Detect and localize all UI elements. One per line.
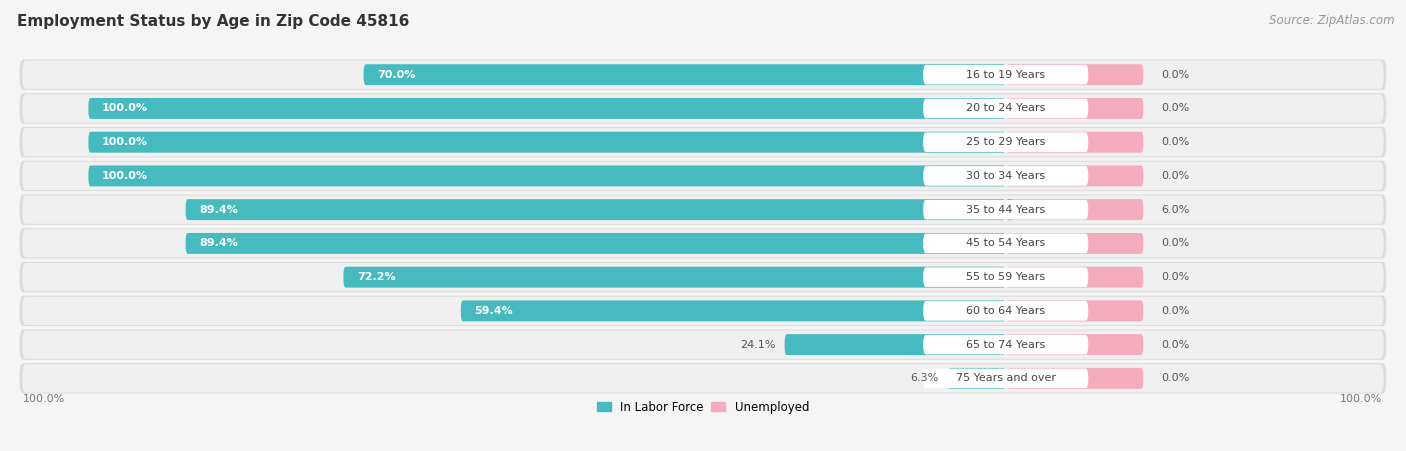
Text: 0.0%: 0.0% (1161, 340, 1189, 350)
Text: 75 Years and over: 75 Years and over (956, 373, 1056, 383)
Text: 100.0%: 100.0% (103, 103, 148, 114)
Text: 0.0%: 0.0% (1161, 103, 1189, 114)
Text: 70.0%: 70.0% (377, 70, 416, 80)
FancyBboxPatch shape (364, 64, 1005, 85)
FancyBboxPatch shape (924, 335, 1088, 354)
Legend: In Labor Force, Unemployed: In Labor Force, Unemployed (598, 400, 808, 414)
FancyBboxPatch shape (20, 296, 1386, 326)
Text: 0.0%: 0.0% (1161, 70, 1189, 80)
Text: 0.0%: 0.0% (1161, 137, 1189, 147)
FancyBboxPatch shape (20, 363, 1386, 394)
FancyBboxPatch shape (22, 364, 1384, 392)
FancyBboxPatch shape (22, 263, 1384, 291)
Text: 30 to 34 Years: 30 to 34 Years (966, 171, 1045, 181)
Text: 55 to 59 Years: 55 to 59 Years (966, 272, 1045, 282)
Text: 25 to 29 Years: 25 to 29 Years (966, 137, 1046, 147)
FancyBboxPatch shape (20, 127, 1386, 157)
FancyBboxPatch shape (1005, 132, 1143, 152)
FancyBboxPatch shape (20, 60, 1386, 90)
FancyBboxPatch shape (924, 267, 1088, 287)
FancyBboxPatch shape (20, 93, 1386, 124)
Text: 20 to 24 Years: 20 to 24 Years (966, 103, 1046, 114)
FancyBboxPatch shape (1005, 199, 1014, 220)
FancyBboxPatch shape (461, 300, 1005, 322)
FancyBboxPatch shape (1005, 64, 1143, 85)
FancyBboxPatch shape (22, 229, 1384, 258)
FancyBboxPatch shape (1005, 166, 1143, 186)
FancyBboxPatch shape (924, 234, 1088, 253)
Text: 100.0%: 100.0% (1340, 394, 1382, 404)
FancyBboxPatch shape (343, 267, 1005, 288)
Text: 89.4%: 89.4% (200, 239, 238, 249)
FancyBboxPatch shape (924, 301, 1088, 321)
Text: 0.0%: 0.0% (1161, 272, 1189, 282)
FancyBboxPatch shape (20, 228, 1386, 258)
Text: 0.0%: 0.0% (1161, 239, 1189, 249)
FancyBboxPatch shape (22, 195, 1384, 224)
FancyBboxPatch shape (22, 162, 1384, 190)
Text: 100.0%: 100.0% (103, 171, 148, 181)
FancyBboxPatch shape (22, 297, 1384, 325)
Text: 6.3%: 6.3% (911, 373, 939, 383)
FancyBboxPatch shape (89, 98, 1005, 119)
FancyBboxPatch shape (1005, 334, 1143, 355)
FancyBboxPatch shape (22, 60, 1384, 89)
Text: 0.0%: 0.0% (1161, 171, 1189, 181)
FancyBboxPatch shape (1005, 267, 1143, 288)
Text: Employment Status by Age in Zip Code 45816: Employment Status by Age in Zip Code 458… (17, 14, 409, 28)
FancyBboxPatch shape (924, 368, 1088, 388)
FancyBboxPatch shape (22, 128, 1384, 156)
Text: 65 to 74 Years: 65 to 74 Years (966, 340, 1045, 350)
FancyBboxPatch shape (22, 94, 1384, 123)
Text: 0.0%: 0.0% (1161, 373, 1189, 383)
Text: 0.0%: 0.0% (1161, 306, 1189, 316)
FancyBboxPatch shape (1005, 233, 1143, 254)
Text: 59.4%: 59.4% (475, 306, 513, 316)
FancyBboxPatch shape (1005, 300, 1143, 322)
Text: Source: ZipAtlas.com: Source: ZipAtlas.com (1270, 14, 1395, 27)
Text: 6.0%: 6.0% (1161, 205, 1189, 215)
FancyBboxPatch shape (89, 166, 1005, 186)
Text: 45 to 54 Years: 45 to 54 Years (966, 239, 1045, 249)
FancyBboxPatch shape (20, 194, 1386, 225)
FancyBboxPatch shape (1005, 98, 1143, 119)
FancyBboxPatch shape (924, 99, 1088, 118)
Text: 100.0%: 100.0% (103, 137, 148, 147)
FancyBboxPatch shape (186, 199, 1005, 220)
FancyBboxPatch shape (20, 262, 1386, 292)
FancyBboxPatch shape (20, 329, 1386, 360)
Text: 89.4%: 89.4% (200, 205, 238, 215)
FancyBboxPatch shape (1005, 199, 1143, 220)
FancyBboxPatch shape (1005, 368, 1143, 389)
FancyBboxPatch shape (924, 166, 1088, 186)
Text: 35 to 44 Years: 35 to 44 Years (966, 205, 1045, 215)
Text: 24.1%: 24.1% (740, 340, 776, 350)
FancyBboxPatch shape (186, 233, 1005, 254)
FancyBboxPatch shape (20, 161, 1386, 191)
FancyBboxPatch shape (785, 334, 1005, 355)
FancyBboxPatch shape (924, 133, 1088, 152)
Text: 16 to 19 Years: 16 to 19 Years (966, 70, 1045, 80)
Text: 100.0%: 100.0% (22, 394, 65, 404)
FancyBboxPatch shape (924, 65, 1088, 84)
FancyBboxPatch shape (924, 200, 1088, 220)
FancyBboxPatch shape (89, 132, 1005, 152)
FancyBboxPatch shape (948, 368, 1005, 389)
Text: 60 to 64 Years: 60 to 64 Years (966, 306, 1045, 316)
FancyBboxPatch shape (22, 331, 1384, 359)
Text: 72.2%: 72.2% (357, 272, 396, 282)
